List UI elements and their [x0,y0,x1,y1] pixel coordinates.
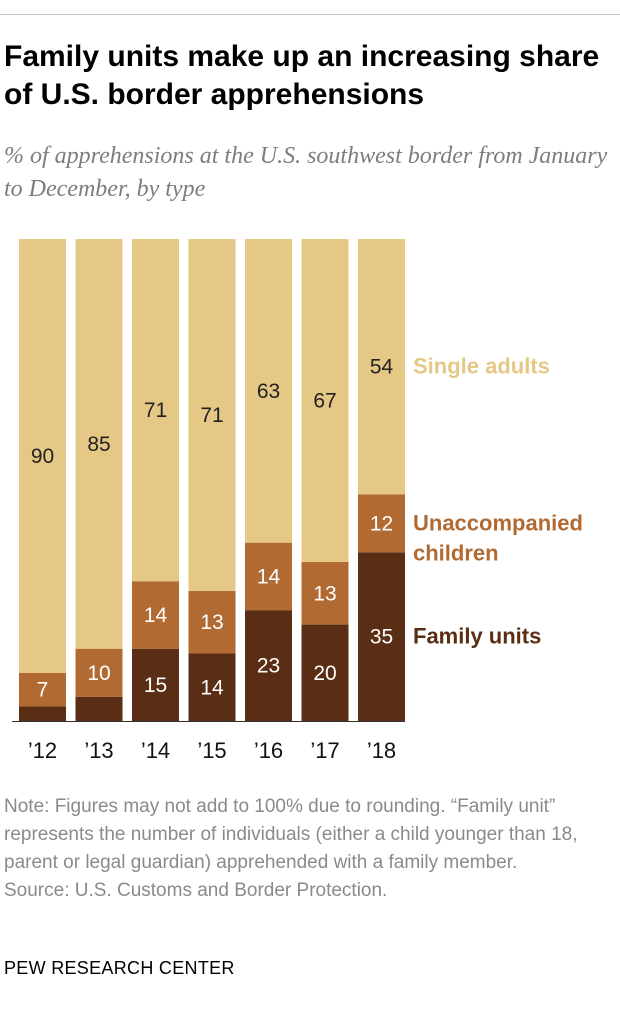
pew-logo-text: PEW RESEARCH CENTER [4,958,235,978]
footnote: Note: Figures may not add to 100% due to… [4,793,614,905]
bar-single-adults [132,239,179,582]
source-text: Source: U.S. Customs and Border Protecti… [4,880,388,901]
x-tick-label: ’12 [28,738,57,763]
top-rule [0,14,620,15]
data-label: 85 [87,433,110,456]
data-label: 90 [31,445,54,468]
bar-unaccompanied-children [19,672,66,707]
data-label: 54 [370,356,394,379]
data-label: 14 [257,565,281,588]
x-tick-label: ’14 [141,738,170,763]
stacked-bar-chart: 7 90 ’12 10 85 ’13 15 14 71 ’14 14 13 71 ’15 23 14 63 ’16… [12,239,583,763]
bar-family-units [245,610,292,721]
legend-label-unaccompanied-children: Unaccompanied [413,510,583,535]
bar-single-adults [245,239,292,543]
legend-label-single-adults: Single adults [413,354,550,379]
x-tick-label: ’17 [310,738,339,763]
data-label: 71 [200,404,223,427]
data-label: 12 [370,512,393,535]
data-label: 67 [313,389,336,412]
bar-single-adults [19,239,66,673]
legend-label-unaccompanied-children: children [413,540,499,565]
x-tick-label: ’16 [254,738,283,763]
data-label: 13 [313,582,336,605]
x-tick-label: ’13 [84,738,113,763]
note-text: Note: Figures may not add to 100% due to… [4,796,578,873]
bar-unaccompanied-children [75,648,123,697]
bar-family-units [132,648,179,721]
bar-family-units [358,552,405,721]
bar-unaccompanied-children [358,494,405,553]
chart-subtitle: % of apprehensions at the U.S. southwest… [4,143,608,202]
x-tick-label: ’15 [197,738,226,763]
bar-single-adults [188,239,236,591]
data-label: 23 [257,655,280,678]
legend-label-family-units: Family units [413,624,541,649]
bar-unaccompanied-children [245,542,292,611]
bar-family-units [75,696,123,721]
data-label: 10 [87,662,110,685]
bar-unaccompanied-children [301,561,349,625]
bar-family-units [301,624,349,721]
data-label: 71 [144,399,167,422]
bar-single-adults [301,239,349,562]
bar-single-adults [75,239,123,649]
bar-family-units [19,706,66,721]
data-label: 63 [257,380,280,403]
bar-family-units [188,653,236,721]
data-label: 14 [144,604,168,627]
data-label: 15 [144,674,167,697]
data-label: 13 [200,611,223,634]
bar-unaccompanied-children [188,590,236,654]
bar-single-adults [358,239,405,495]
data-label: 7 [37,679,49,702]
x-tick-label: ’18 [367,738,396,763]
bar-unaccompanied-children [132,581,179,649]
data-label: 35 [370,626,393,649]
data-label: 20 [313,662,336,685]
data-label: 14 [200,676,224,699]
chart-title: Family units make up an increasing share… [4,40,600,111]
